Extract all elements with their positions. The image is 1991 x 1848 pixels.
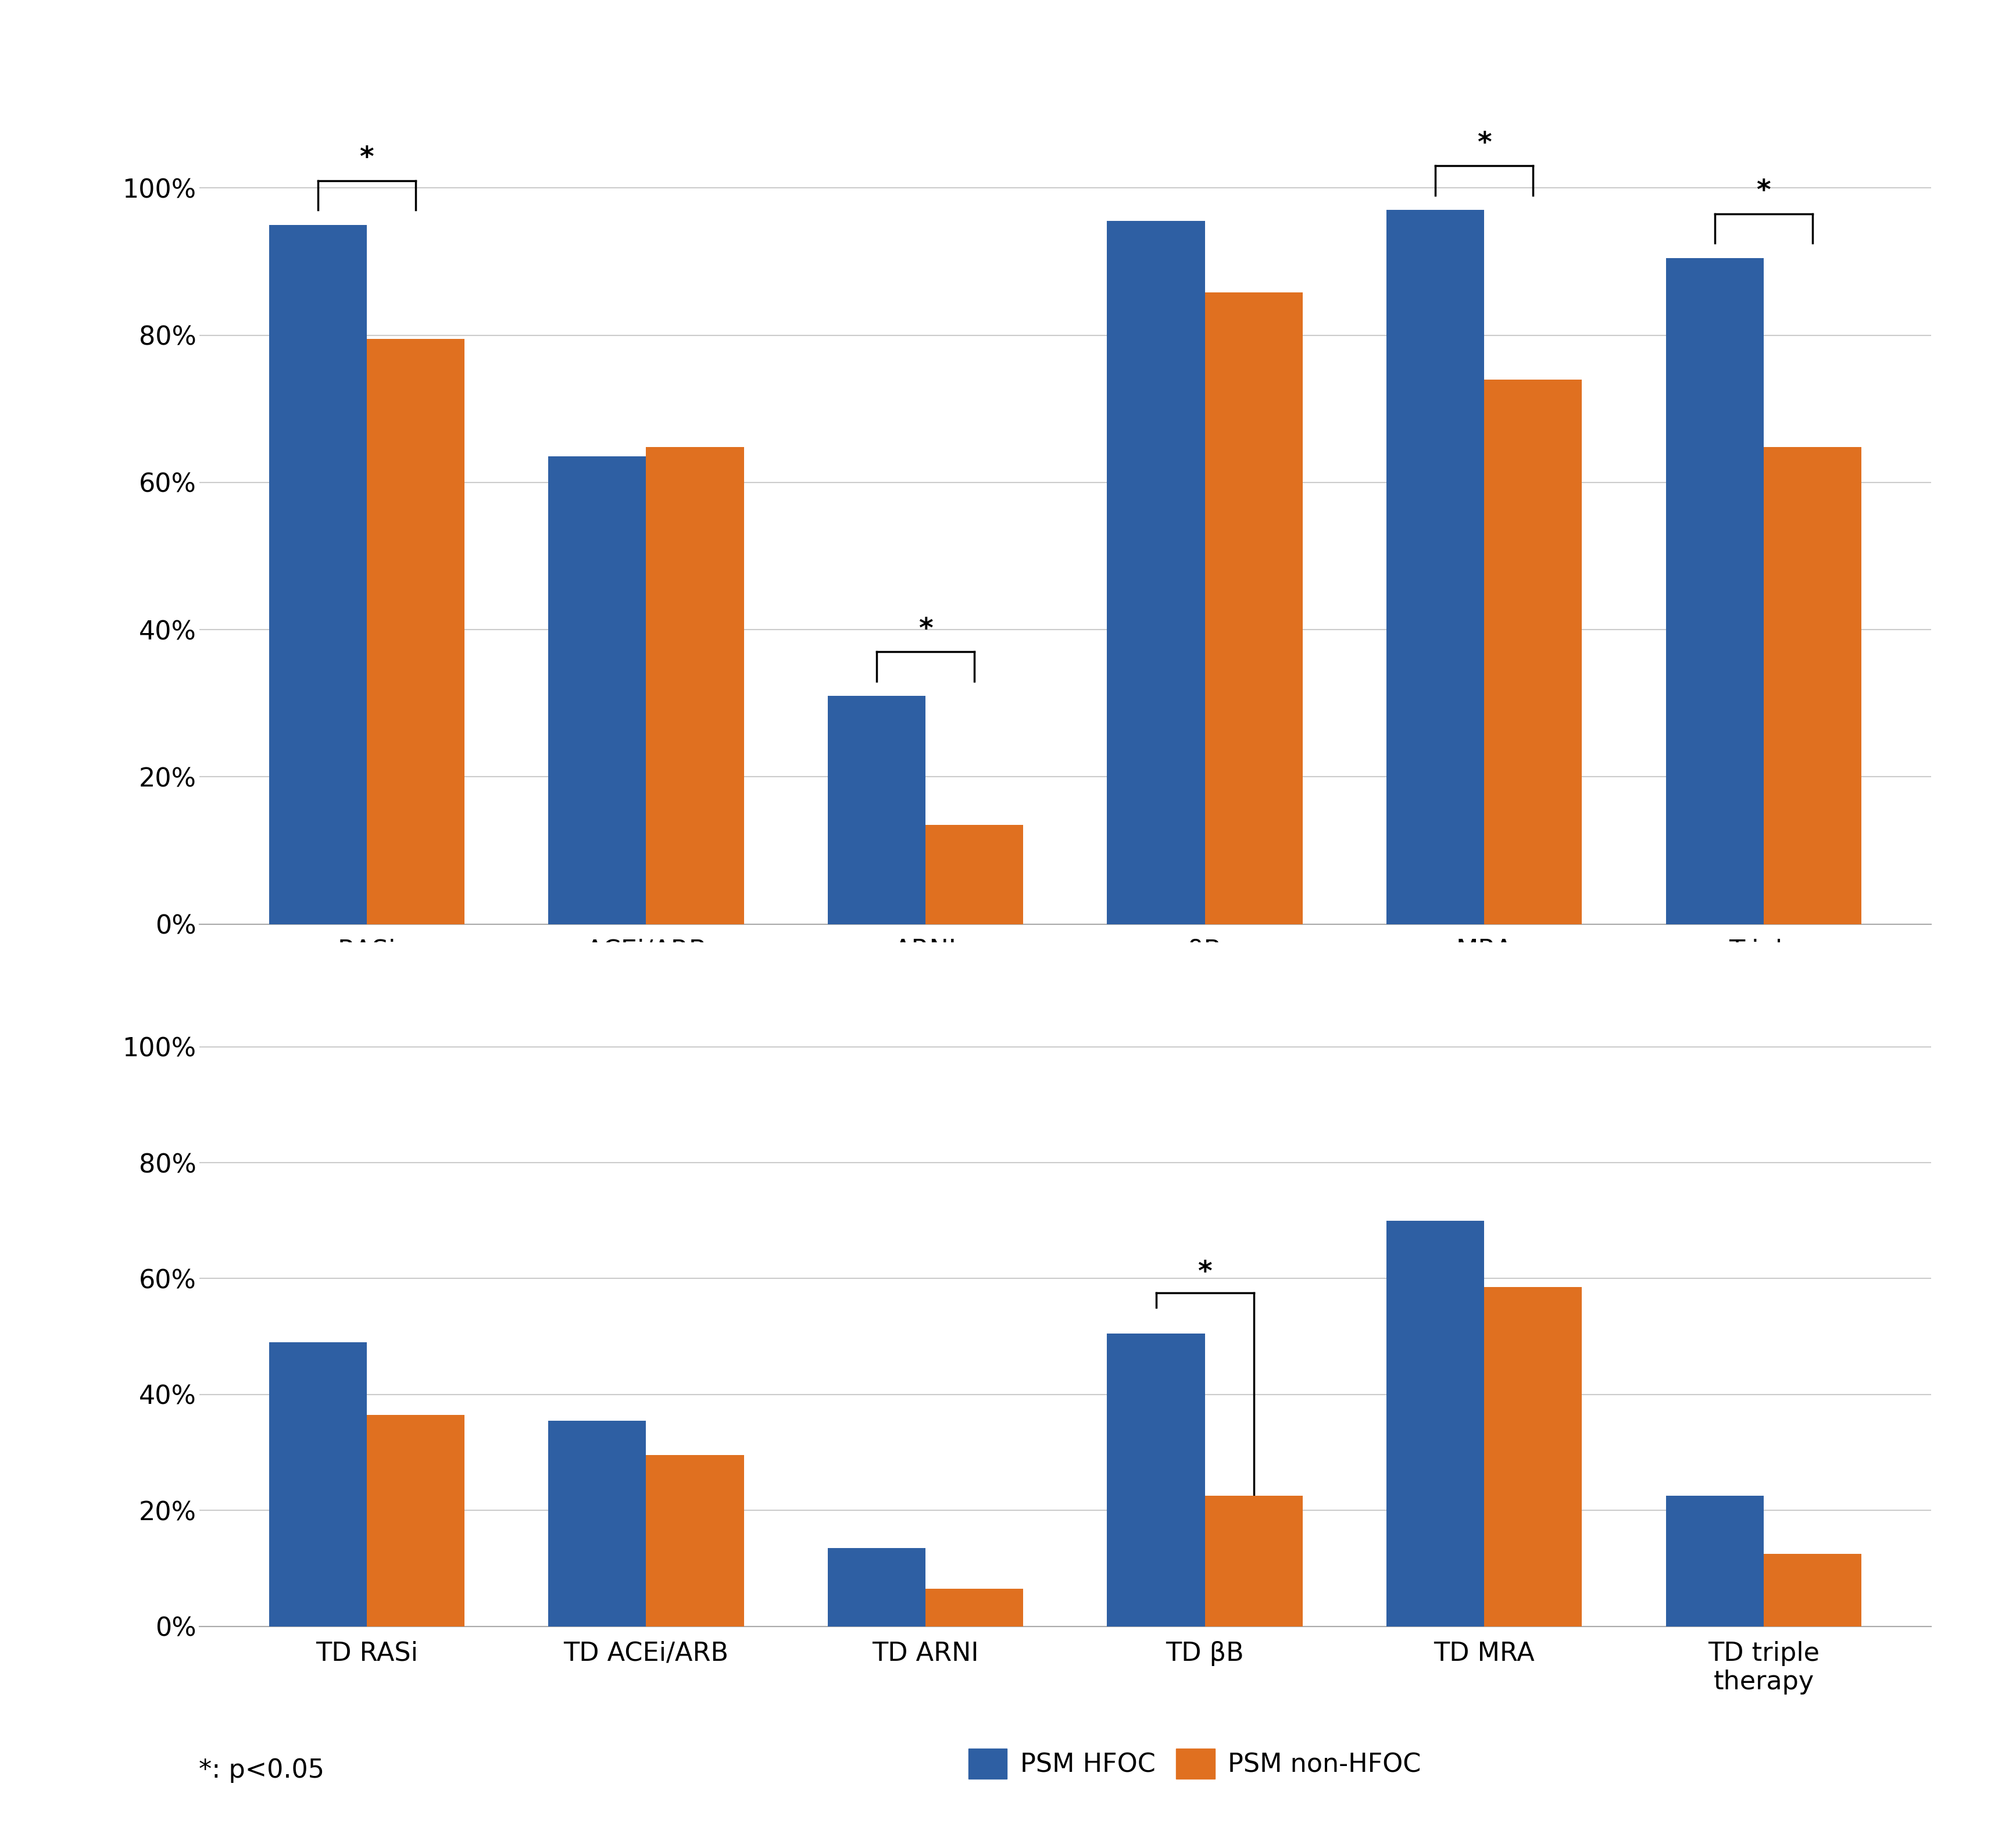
Bar	[1483, 379, 1583, 924]
Bar	[1764, 447, 1862, 924]
Bar	[269, 225, 366, 924]
Text: *: *	[360, 146, 374, 172]
Bar	[1764, 1554, 1862, 1626]
Bar	[366, 1416, 464, 1626]
Bar	[1205, 1495, 1302, 1626]
Bar	[269, 1342, 366, 1626]
Bar	[1386, 211, 1483, 924]
Bar	[828, 697, 926, 924]
Bar	[1107, 222, 1205, 924]
Bar	[1107, 1334, 1205, 1626]
Bar	[548, 456, 647, 924]
Bar	[926, 824, 1023, 924]
Bar	[647, 1456, 745, 1626]
Bar	[548, 1421, 647, 1626]
Bar	[647, 447, 745, 924]
Bar	[366, 338, 464, 924]
Bar	[828, 1549, 926, 1626]
Bar	[1205, 292, 1302, 924]
Legend: PSM HFOC, PSM non-HFOC: PSM HFOC, PSM non-HFOC	[958, 1739, 1432, 1789]
Text: *: *	[1477, 131, 1491, 157]
Text: *: *	[918, 617, 932, 643]
Bar	[926, 1589, 1023, 1626]
Bar	[1386, 1222, 1483, 1626]
Bar	[1666, 259, 1764, 924]
Bar	[1666, 1495, 1764, 1626]
Text: *: *	[1756, 179, 1770, 205]
Text: *: *	[1199, 1260, 1213, 1286]
Bar	[1483, 1288, 1583, 1626]
Text: *: p<0.05: *: p<0.05	[199, 1757, 325, 1783]
